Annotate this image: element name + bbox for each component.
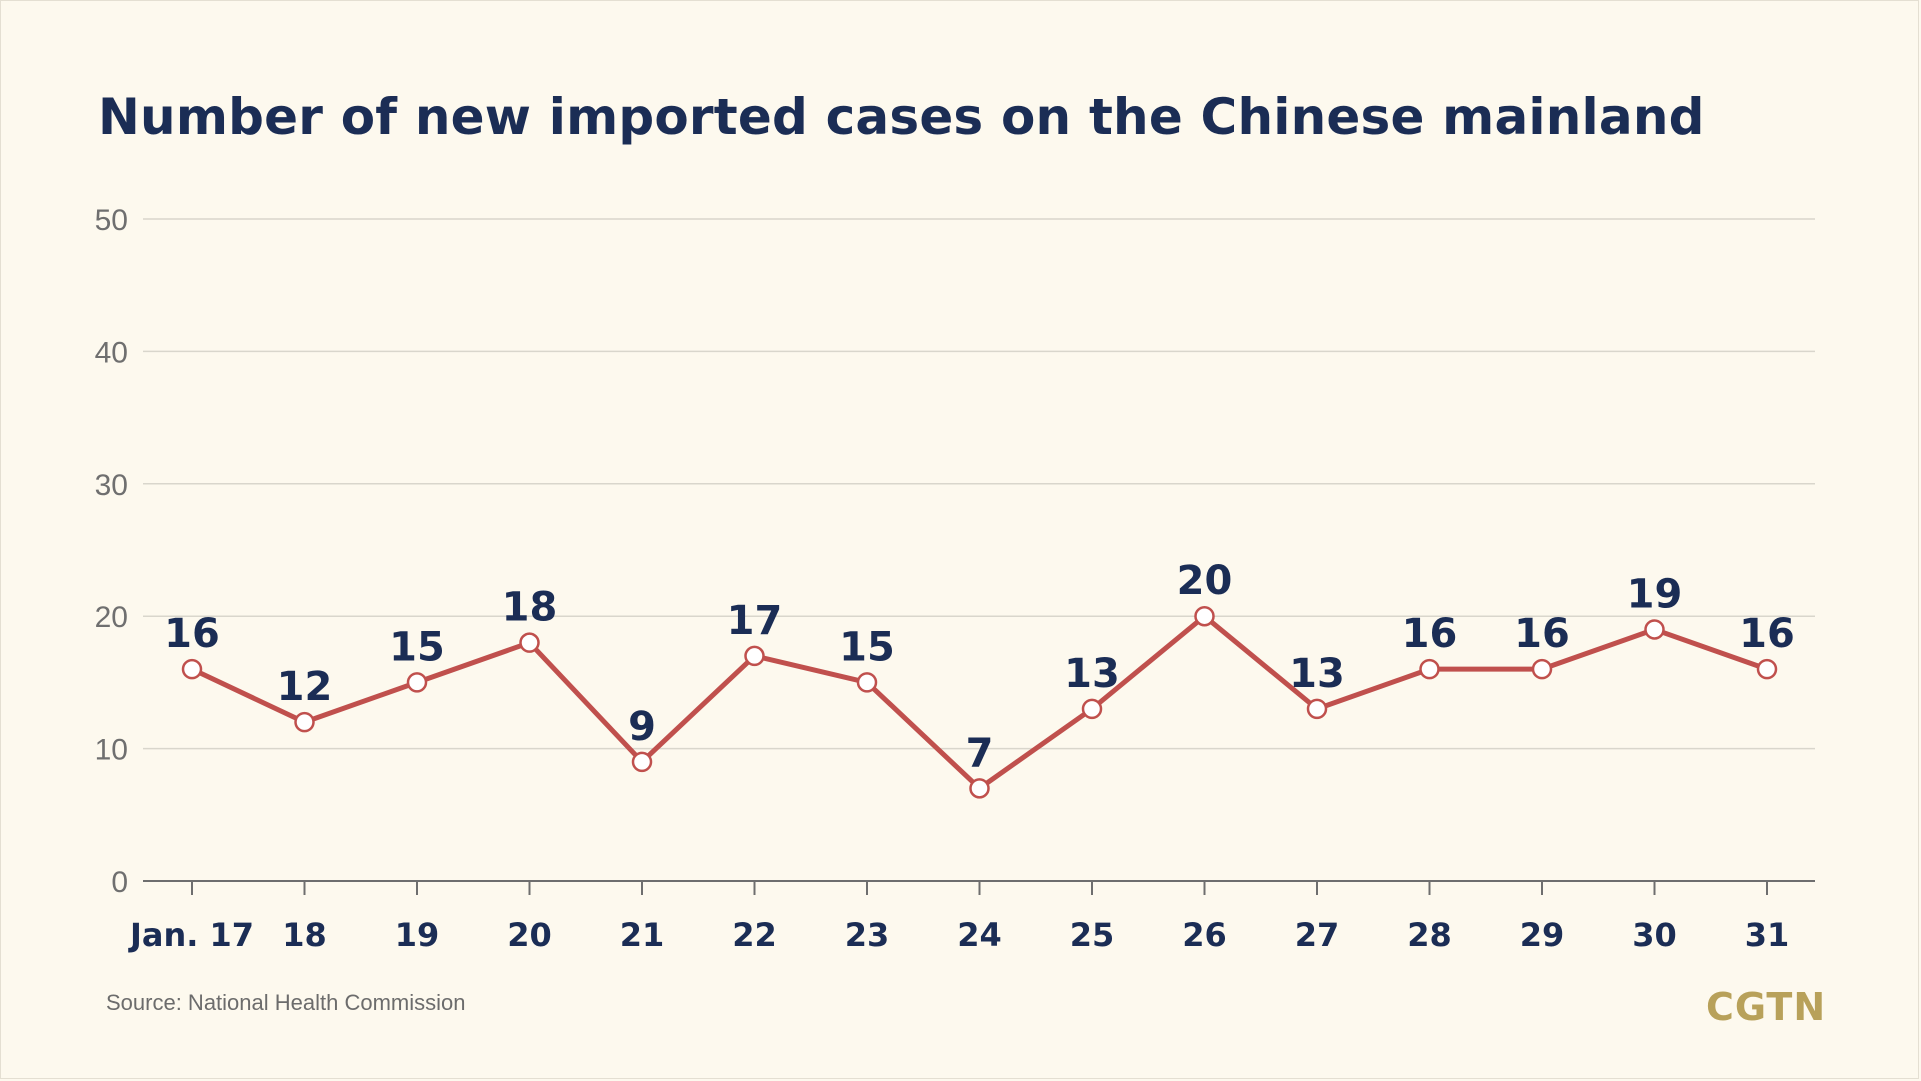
data-point xyxy=(744,645,765,667)
grid-lines xyxy=(143,218,1815,750)
x-tick-label: 18 xyxy=(282,916,327,954)
x-axis xyxy=(143,880,1815,895)
data-label: 15 xyxy=(839,624,895,670)
y-tick-label: 20 xyxy=(95,601,128,634)
x-tick-label: Jan. 17 xyxy=(128,916,254,954)
data-label: 13 xyxy=(1289,651,1345,697)
data-label: 13 xyxy=(1064,651,1120,697)
data-point xyxy=(1306,698,1328,720)
data-point xyxy=(1644,619,1665,640)
data-label: 12 xyxy=(277,664,333,710)
data-label: 16 xyxy=(164,611,220,657)
data-point xyxy=(181,658,203,680)
data-label: 7 xyxy=(966,730,994,776)
data-point xyxy=(1419,658,1440,680)
x-tick-label: 19 xyxy=(395,916,440,954)
data-point xyxy=(969,778,990,799)
y-tick-label: 40 xyxy=(95,336,128,369)
x-tick-label: 22 xyxy=(732,916,777,954)
x-tick-label: 20 xyxy=(507,916,552,954)
cgtn-logo: CGTN xyxy=(1706,985,1827,1029)
data-label: 18 xyxy=(502,585,558,631)
y-tick-label: 50 xyxy=(95,204,128,237)
x-tick-label: 31 xyxy=(1745,916,1790,954)
data-point xyxy=(294,711,315,733)
data-label: 16 xyxy=(1402,611,1458,657)
x-axis-tick-labels: Jan. 17 18 19 20 21 22 23 24 25 26 27 28 29 30 31 xyxy=(128,916,1789,954)
data-label: 19 xyxy=(1627,571,1683,617)
x-tick-label: 24 xyxy=(957,916,1002,954)
series-points xyxy=(181,605,1778,799)
x-tick-label: 30 xyxy=(1632,916,1677,954)
data-label: 16 xyxy=(1739,611,1795,657)
chart-title: Number of new imported cases on the Chin… xyxy=(98,88,1705,146)
y-tick-label: 0 xyxy=(111,866,128,899)
data-label: 16 xyxy=(1514,611,1570,657)
data-label: 20 xyxy=(1177,558,1233,604)
data-label: 15 xyxy=(389,624,445,670)
x-tick-label: 21 xyxy=(620,916,665,954)
data-label: 9 xyxy=(628,704,656,750)
data-point xyxy=(1756,658,1778,680)
data-point xyxy=(1081,698,1103,720)
data-point xyxy=(406,672,428,693)
data-point xyxy=(519,632,540,653)
data-point xyxy=(1194,605,1215,627)
x-tick-label: 29 xyxy=(1520,916,1565,954)
y-tick-label: 10 xyxy=(95,734,128,767)
x-tick-label: 27 xyxy=(1295,916,1340,954)
x-tick-label: 26 xyxy=(1182,916,1227,954)
data-point xyxy=(856,672,878,693)
x-tick-label: 23 xyxy=(845,916,890,954)
data-point xyxy=(631,751,653,773)
x-tick-label: 25 xyxy=(1070,916,1115,954)
x-tick-label: 28 xyxy=(1407,916,1452,954)
source-note: Source: National Health Commission xyxy=(106,990,466,1015)
data-label: 17 xyxy=(727,598,783,644)
data-point xyxy=(1531,658,1553,680)
y-tick-label: 30 xyxy=(95,469,128,502)
data-labels: 16 12 15 18 9 17 15 7 13 20 13 16 16 19 16 xyxy=(164,558,1795,776)
y-axis-tick-labels: 0 10 20 30 40 50 xyxy=(95,204,128,899)
